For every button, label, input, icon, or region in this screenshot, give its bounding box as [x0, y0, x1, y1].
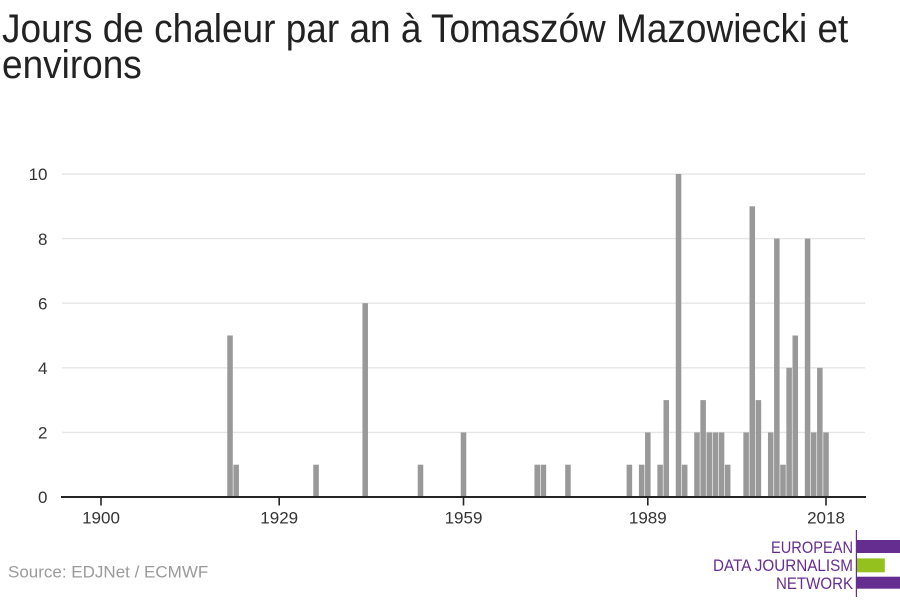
svg-text:2018: 2018	[807, 509, 845, 528]
svg-text:2: 2	[38, 424, 47, 443]
svg-text:environs: environs	[2, 43, 142, 88]
svg-text:NETWORK: NETWORK	[776, 574, 854, 593]
svg-text:4: 4	[38, 359, 47, 378]
svg-text:DATA JOURNALISM: DATA JOURNALISM	[713, 556, 853, 575]
svg-text:1929: 1929	[260, 509, 298, 528]
svg-text:1900: 1900	[82, 509, 120, 528]
svg-text:10: 10	[29, 165, 48, 184]
svg-text:6: 6	[38, 294, 47, 313]
svg-text:1959: 1959	[445, 509, 483, 528]
svg-text:Source: EDJNet / ECMWF: Source: EDJNet / ECMWF	[8, 563, 208, 582]
svg-text:1989: 1989	[629, 509, 667, 528]
svg-text:EUROPEAN: EUROPEAN	[771, 538, 853, 557]
svg-text:0: 0	[38, 488, 47, 507]
svg-text:8: 8	[38, 230, 47, 249]
svg-text:Jours de chaleur par an à Toma: Jours de chaleur par an à Tomaszów Mazow…	[2, 7, 849, 52]
